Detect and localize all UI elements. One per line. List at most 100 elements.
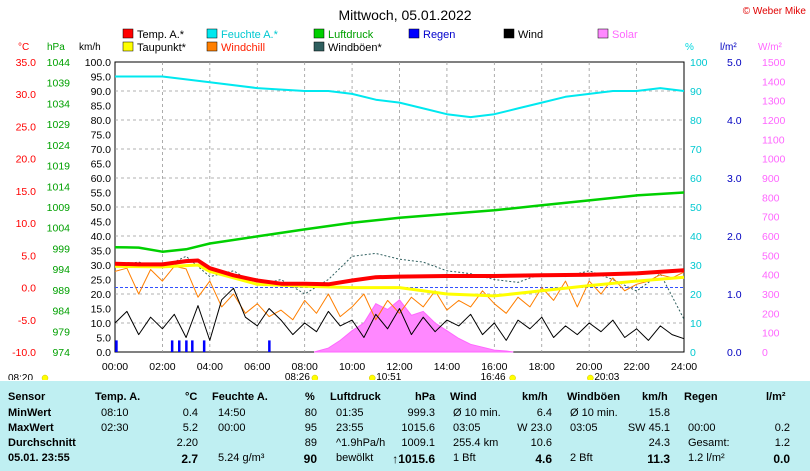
legend-label: Feuchte A.* bbox=[221, 29, 279, 41]
wm2-tick: 1300 bbox=[762, 96, 786, 108]
sun-time-label: 16:46 bbox=[481, 372, 506, 380]
hpa-tick: 994 bbox=[52, 264, 70, 276]
wm2-tick: 300 bbox=[762, 289, 780, 301]
kmh-tick: 20.0 bbox=[91, 289, 112, 301]
luft-value: ↑1015.6 bbox=[392, 452, 435, 466]
sun-icon bbox=[311, 374, 319, 380]
hpa-tick: 1014 bbox=[47, 181, 71, 193]
wind-time: 255.4 km bbox=[453, 437, 499, 449]
time-tick: 12:00 bbox=[386, 361, 412, 373]
header-feuchte: Feuchte A. bbox=[212, 391, 268, 403]
celsius-tick: 10.0 bbox=[16, 218, 37, 230]
wm2-tick: 400 bbox=[762, 270, 780, 282]
wind-value: 6.4 bbox=[536, 407, 552, 419]
rain-bar bbox=[268, 340, 271, 352]
temp-time: 08:10 bbox=[101, 407, 129, 419]
kmh-tick: 50.0 bbox=[91, 202, 112, 214]
regen-time: 1.2 l/m² bbox=[688, 452, 725, 464]
legend-swatch bbox=[122, 28, 134, 39]
hpa-tick: 1034 bbox=[47, 98, 71, 110]
wm2-tick: 500 bbox=[762, 250, 780, 262]
wind-time: 1 Bft bbox=[453, 452, 476, 464]
time-tick: 02:00 bbox=[149, 361, 175, 373]
regen-value: 1.2 bbox=[774, 437, 790, 449]
celsius-tick: 0.0 bbox=[21, 283, 36, 295]
luft-value: 1015.6 bbox=[401, 422, 435, 434]
header-luftdruck-unit: hPa bbox=[415, 391, 436, 403]
celsius-tick: 25.0 bbox=[16, 121, 37, 133]
feuchte-value: 90 bbox=[303, 452, 317, 466]
legend-swatch bbox=[503, 28, 515, 39]
sun-icon bbox=[587, 374, 594, 380]
lm2-tick: 4.0 bbox=[727, 115, 742, 127]
luft-time: ^1.9hPa/h bbox=[336, 437, 386, 449]
time-tick: 20:00 bbox=[576, 361, 602, 373]
wm2-tick: 900 bbox=[762, 173, 780, 185]
feuchte-value: 95 bbox=[304, 422, 317, 434]
wm2-tick: 200 bbox=[762, 308, 780, 320]
boeen-value: SW 45.1 bbox=[627, 422, 670, 434]
kmh-tick: 15.0 bbox=[91, 304, 112, 316]
wm2-tick: 1400 bbox=[762, 76, 786, 88]
wind-time: 03:05 bbox=[453, 422, 481, 434]
chart-title: Mittwoch, 05.01.2022 bbox=[338, 7, 471, 23]
legend-label: Windböen* bbox=[328, 42, 383, 54]
time-tick: 16:00 bbox=[481, 361, 507, 373]
solar-area bbox=[313, 299, 514, 353]
percent-tick: 10 bbox=[690, 318, 702, 330]
chart-series bbox=[114, 75, 685, 353]
weather-chart: Mittwoch, 05.01.2022 © Weber Mike Temp. … bbox=[8, 6, 806, 380]
row-label: 05.01. 23:55 bbox=[8, 452, 70, 464]
header-wind-unit: km/h bbox=[522, 391, 548, 403]
legend-swatch bbox=[206, 28, 218, 39]
wm2-unit-label: W/m² bbox=[758, 42, 783, 53]
sun-icon bbox=[41, 374, 49, 380]
wm2-tick: 1000 bbox=[762, 154, 786, 166]
kmh-tick: 70.0 bbox=[91, 144, 112, 156]
percent-tick: 70 bbox=[690, 144, 702, 156]
boeen-value: 11.3 bbox=[647, 452, 670, 466]
series-taupunkt bbox=[114, 263, 685, 298]
legend-swatch bbox=[408, 28, 420, 39]
legend-label: Windchill bbox=[221, 42, 265, 54]
boeen-time: 03:05 bbox=[570, 422, 598, 434]
legend-label: Taupunkt* bbox=[137, 42, 187, 54]
header-regen-unit: l/m² bbox=[766, 391, 786, 403]
header-windboeen-unit: km/h bbox=[642, 391, 668, 403]
kmh-tick: 95.0 bbox=[91, 72, 112, 84]
wind-value: 4.6 bbox=[535, 452, 552, 466]
hpa-tick: 974 bbox=[52, 347, 70, 359]
luft-time: 01:35 bbox=[336, 407, 364, 419]
kmh-tick: 60.0 bbox=[91, 173, 112, 185]
celsius-tick: 35.0 bbox=[16, 57, 37, 69]
lm2-tick: 0.0 bbox=[727, 347, 742, 359]
temp-value: 0.4 bbox=[182, 407, 198, 419]
percent-tick: 60 bbox=[690, 173, 702, 185]
kmh-tick: 30.0 bbox=[91, 260, 112, 272]
feuchte-time: 5.24 g/m³ bbox=[218, 452, 265, 464]
legend-swatch bbox=[597, 28, 609, 39]
wind-value: W 23.0 bbox=[517, 422, 552, 434]
time-tick: 24:00 bbox=[671, 361, 697, 373]
time-tick: 06:00 bbox=[244, 361, 270, 373]
kmh-tick: 45.0 bbox=[91, 217, 112, 229]
header-temp-unit: °C bbox=[185, 391, 198, 403]
rain-bar bbox=[170, 340, 174, 352]
legend-swatch bbox=[313, 41, 325, 52]
rain-bar bbox=[178, 340, 181, 352]
kmh-tick: 100.0 bbox=[85, 57, 111, 69]
rain-bar bbox=[115, 340, 118, 352]
feuchte-value: 80 bbox=[304, 407, 317, 419]
legend-label: Wind bbox=[518, 29, 543, 41]
hpa-tick: 989 bbox=[52, 285, 70, 297]
kmh-tick: 75.0 bbox=[91, 130, 112, 142]
percent-tick: 0 bbox=[690, 347, 696, 359]
celsius-tick: 5.0 bbox=[21, 250, 36, 262]
percent-tick: 100 bbox=[690, 57, 708, 69]
temp-value: 2.7 bbox=[181, 452, 198, 466]
feuchte-value: 89 bbox=[304, 437, 317, 449]
kmh-tick: 40.0 bbox=[91, 231, 112, 243]
rain-bar bbox=[185, 340, 188, 352]
hpa-tick: 1024 bbox=[47, 140, 71, 152]
luft-value: 1009.1 bbox=[401, 437, 435, 449]
